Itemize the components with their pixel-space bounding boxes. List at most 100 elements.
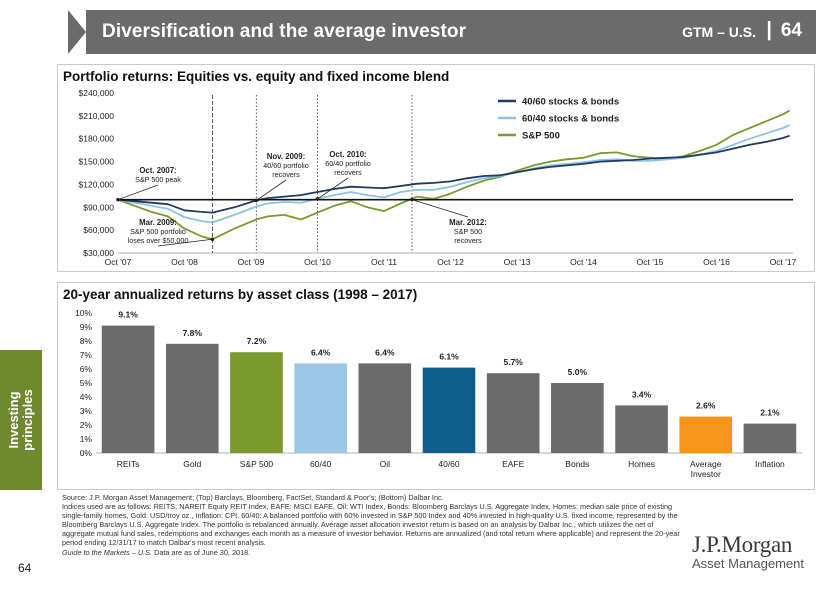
y-tick-label-4: 4% — [80, 392, 93, 402]
category-label-gold: Gold — [183, 459, 201, 469]
category-label-reits: REITs — [117, 459, 140, 469]
annotation-text-mar-2009-0: S&P 500 portfolio — [130, 227, 186, 236]
page-number: 64 — [18, 561, 32, 575]
asset-class-returns-panel: 0% 1% 2% 3% 4% 5% 6% 7% 8% 9% 10% 9.1% REITs 7.8% Gold… — [57, 282, 815, 490]
side-label-line-2: principles — [20, 389, 35, 451]
legend-label-40-60-stocks-bonds: 40/60 stocks & bonds — [522, 97, 619, 108]
y-tick-label-90-000: $90,000 — [83, 202, 114, 212]
asset-class-returns-chart: 0% 1% 2% 3% 4% 5% 6% 7% 8% 9% 10% 9.1% REITs 7.8% Gold… — [75, 308, 802, 479]
x-tick-label-oct-17: Oct '17 — [770, 257, 797, 267]
bar-average-investor — [679, 416, 733, 453]
annotation-title-mar-2009: Mar. 2009: — [139, 218, 177, 227]
x-tick-label-oct-10: Oct '10 — [304, 257, 331, 267]
bar-value-label-homes: 3.4% — [632, 389, 652, 399]
category-label-average-investor-1: Investor — [691, 469, 721, 479]
footnote-indices: Indices used are as follows: REITS: NARE… — [62, 502, 680, 548]
portfolio-returns-panel: $30,000 $60,000 $90,000 $120,000 $150,000 $18… — [57, 64, 815, 272]
bar-40-60 — [422, 367, 476, 453]
footnote-source: Source: J.P. Morgan Asset Management; (T… — [62, 493, 444, 502]
y-tick-label-120-000: $120,000 — [79, 179, 115, 189]
bar-value-label-60-40: 6.4% — [311, 347, 331, 357]
bar-value-label-gold: 7.8% — [183, 328, 203, 338]
category-label-average-investor: Average — [690, 459, 722, 469]
portfolio-returns-title: Portfolio returns: Equities vs. equity a… — [63, 69, 450, 84]
section-side-label: Investing principles — [6, 389, 35, 451]
side-label-line-1: Investing — [6, 391, 21, 449]
annotation-title-mar-2012: Mar. 2012: — [449, 218, 487, 227]
y-tick-label-150-000: $150,000 — [79, 157, 115, 167]
y-tick-label-2: 2% — [80, 420, 93, 430]
page-title: Diversification and the average investor — [102, 21, 467, 42]
y-tick-label-6: 6% — [80, 364, 93, 374]
header-background — [26, 10, 816, 54]
bar-value-label-inflation: 2.1% — [760, 408, 780, 418]
category-label-oil: Oil — [380, 459, 391, 469]
logo-name: J.P.Morgan — [692, 532, 793, 557]
x-tick-label-oct-12: Oct '12 — [437, 257, 464, 267]
annotation-title-oct-2007: Oct. 2007: — [139, 166, 176, 175]
bar-60-40 — [294, 363, 347, 453]
annotation-text-mar-2012-0: S&P 500 — [454, 227, 482, 236]
annotation-pointer-mar-2012 — [411, 199, 469, 218]
y-tick-label-30-000: $30,000 — [83, 248, 114, 258]
y-tick-label-9: 9% — [80, 322, 93, 332]
header-page-number: 64 — [780, 20, 802, 41]
footnote-guide-title: Guide to the Markets – U.S. — [62, 547, 153, 557]
bar-value-label-s-p-500: 7.2% — [247, 336, 267, 346]
y-tick-label-8: 8% — [80, 336, 93, 346]
y-tick-label-10: 10% — [75, 308, 92, 318]
bar-gold — [165, 343, 219, 453]
y-tick-label-180-000: $180,000 — [79, 134, 115, 144]
x-tick-label-oct-09: Oct '09 — [238, 257, 265, 267]
logo-subtitle: Asset Management — [692, 556, 805, 571]
bar-value-label-40-60: 6.1% — [439, 352, 459, 362]
annotation-marker-mar-2009 — [210, 237, 215, 242]
annotation-text-oct-2007-0: S&P 500 peak — [135, 175, 181, 184]
y-tick-label-240-000: $240,000 — [79, 88, 115, 98]
annotation-text-nov-2009-0: 40/60 portfolio — [263, 161, 309, 170]
x-tick-label-oct-08: Oct '08 — [171, 257, 198, 267]
x-tick-label-oct-14: Oct '14 — [570, 257, 597, 267]
y-tick-label-60-000: $60,000 — [83, 225, 114, 235]
annotation-text-mar-2012-1: recovers — [454, 236, 482, 245]
bar-bonds — [551, 383, 604, 453]
annotation-text-nov-2009-1: recovers — [272, 170, 300, 179]
portfolio-returns-chart: $30,000 $60,000 $90,000 $120,000 $150,000 $18… — [79, 88, 797, 267]
annotation-text-oct-2010-1: recovers — [334, 168, 362, 177]
annotation-oct-2007: Oct. 2007:S&P 500 peak — [116, 166, 181, 202]
series-line-s-p-500 — [117, 109, 791, 241]
category-label-inflation: Inflation — [755, 459, 785, 469]
bar-inflation — [743, 423, 797, 453]
y-tick-label-7: 7% — [80, 350, 93, 360]
annotation-pointer-mar-2009 — [157, 238, 213, 247]
category-label-40-60: 40/60 — [438, 459, 460, 469]
bar-oil — [358, 363, 412, 453]
category-label-bonds: Bonds — [565, 459, 589, 469]
bar-value-label-average-investor: 2.6% — [696, 401, 716, 411]
bar-value-label-bonds: 5.0% — [568, 367, 588, 377]
x-tick-label-oct-16: Oct '16 — [703, 257, 730, 267]
annotation-marker-nov-2009 — [254, 198, 259, 203]
x-tick-label-oct-11: Oct '11 — [371, 257, 397, 267]
bar-reits — [101, 325, 155, 453]
jpmorgan-logo: J.P.Morgan Asset Management — [692, 532, 818, 571]
x-tick-label-oct-07: Oct '07 — [105, 257, 132, 267]
annotation-marker-oct-2010 — [315, 197, 320, 201]
annotation-title-oct-2010: Oct. 2010: — [329, 150, 366, 159]
annotation-title-nov-2009: Nov. 2009: — [267, 152, 305, 161]
y-tick-label-5: 5% — [80, 378, 93, 388]
bar-eafe — [486, 373, 540, 453]
series-line-40-60-stocks-bonds — [117, 134, 790, 214]
annotation-marker-mar-2012 — [410, 197, 414, 202]
y-tick-label-0: 0% — [80, 448, 93, 458]
annotation-pointer-oct-2010 — [317, 177, 349, 200]
bar-value-label-eafe: 5.7% — [503, 357, 523, 367]
category-label-60-40: 60/40 — [310, 459, 332, 469]
footnote-asof-date: Data are as of June 30, 2018. — [152, 547, 251, 557]
category-label-s-p-500: S&P 500 — [240, 459, 274, 469]
section-side-tab: Investing principles — [0, 350, 42, 490]
